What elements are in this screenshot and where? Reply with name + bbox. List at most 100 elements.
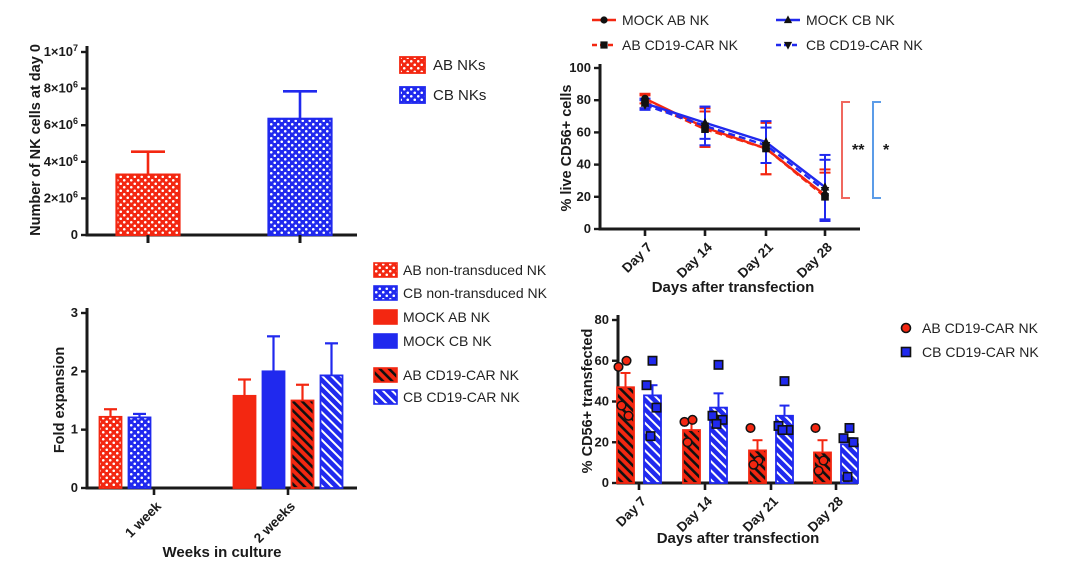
marker-square bbox=[600, 41, 608, 49]
bar bbox=[267, 117, 333, 237]
significance: ** * bbox=[841, 101, 890, 199]
legend-swatch bbox=[373, 367, 398, 383]
x-axis-title: Weeks in culture bbox=[163, 544, 282, 561]
marker-triangle-down bbox=[761, 141, 771, 151]
y-tick-label: 60 bbox=[595, 353, 609, 368]
y-tick-label: 0 bbox=[602, 475, 609, 490]
y-tick-label: 20 bbox=[577, 189, 591, 204]
data-point-square bbox=[711, 418, 722, 429]
data-point-circle bbox=[616, 400, 627, 411]
legend-label: AB CD19-CAR NK bbox=[922, 320, 1039, 336]
legend-swatch bbox=[373, 333, 398, 349]
legend-swatch bbox=[373, 309, 398, 325]
data-point-square bbox=[647, 355, 658, 366]
sig-label: * bbox=[883, 142, 890, 159]
x-tick-label: Day 21 bbox=[735, 239, 777, 281]
data-point-circle bbox=[621, 355, 632, 366]
data-point-square bbox=[842, 471, 853, 482]
x-tick-label: Day 21 bbox=[740, 493, 782, 535]
legend: AB NKs CB NKs bbox=[399, 56, 486, 104]
legend: MOCK AB NK AB CD19-CAR NK MOCK CB NK CB CD1… bbox=[592, 12, 923, 53]
data-point-circle bbox=[682, 437, 693, 448]
y-axis-title: % live CD56+ cells bbox=[559, 85, 575, 212]
x-tick-label: Day 14 bbox=[674, 239, 716, 281]
x-tick-label: Day 28 bbox=[805, 493, 847, 535]
data-point-circle bbox=[748, 459, 759, 470]
y-tick-label: 1×107 bbox=[44, 43, 78, 59]
x-tick-label: 2 weeks bbox=[251, 499, 298, 546]
legend-label: MOCK CB NK bbox=[806, 12, 895, 28]
legend-swatch bbox=[399, 86, 426, 104]
y-tick-label: 100 bbox=[569, 60, 591, 75]
panel-fold-expansion: 0 1 2 3 1 week 2 weeks Fold expansion Weeks in … bbox=[52, 262, 548, 561]
legend-label: AB CD19-CAR NK bbox=[403, 367, 520, 383]
data-point-square bbox=[779, 376, 790, 387]
y-axis-title: % CD56+ transfected bbox=[580, 329, 596, 474]
y-tick-label: 0 bbox=[584, 221, 591, 236]
y-tick-label: 0 bbox=[71, 227, 78, 242]
x-tick-label: Day 14 bbox=[674, 493, 716, 535]
sig-label: ** bbox=[852, 142, 865, 159]
marker-circle bbox=[600, 16, 608, 24]
bar bbox=[232, 394, 257, 489]
legend-label: AB non-transduced NK bbox=[403, 262, 547, 278]
data-point-circle bbox=[810, 422, 821, 434]
marker-triangle-down bbox=[783, 41, 793, 50]
x-tick-label: Day 28 bbox=[794, 239, 836, 281]
data-point-circle bbox=[745, 422, 756, 434]
data-point-circle bbox=[813, 465, 824, 476]
legend: AB CD19-CAR NK CB CD19-CAR NK bbox=[900, 320, 1039, 360]
marker-triangle-down bbox=[640, 101, 650, 110]
y-axis-title: Number of NK cells at day 0 bbox=[28, 44, 44, 236]
data-point-square bbox=[641, 380, 652, 391]
legend-marker-square bbox=[900, 346, 912, 358]
legend-label: MOCK CB NK bbox=[403, 333, 492, 349]
legend-label: AB NKs bbox=[433, 57, 486, 74]
legend-swatch bbox=[373, 262, 398, 278]
panel-live-cd56: 0 20 40 60 80 100 Day 7 Day 14 Day 21 Day 28 % liv… bbox=[559, 12, 923, 296]
marker-triangle-up bbox=[783, 15, 793, 24]
y-tick-label: 80 bbox=[577, 92, 591, 107]
legend-swatch bbox=[399, 56, 426, 74]
x-tick-label: Day 7 bbox=[619, 240, 655, 276]
data-point-square bbox=[848, 437, 859, 448]
y-tick-label: 2×106 bbox=[44, 189, 78, 205]
data-point-circle bbox=[623, 410, 634, 421]
sig-bracket bbox=[841, 101, 850, 199]
bar bbox=[319, 374, 344, 489]
y-tick-label: 8×106 bbox=[44, 80, 78, 96]
legend-marker-circle bbox=[900, 322, 912, 334]
x-axis-title: Days after transfection bbox=[657, 530, 820, 547]
y-tick-label: 3 bbox=[71, 305, 78, 320]
series-line bbox=[644, 103, 826, 192]
legend-label: CB CD19-CAR NK bbox=[922, 344, 1039, 360]
legend-swatch bbox=[373, 389, 398, 405]
legend-label: CB non-transduced NK bbox=[403, 285, 548, 301]
legend-label: AB CD19-CAR NK bbox=[622, 37, 739, 53]
data-point-circle bbox=[818, 455, 829, 466]
bar bbox=[290, 399, 315, 489]
data-point-square bbox=[645, 431, 656, 442]
x-tick-label: Day 7 bbox=[613, 494, 649, 530]
y-tick-label: 40 bbox=[577, 157, 591, 172]
y-tick-label: 6×106 bbox=[44, 116, 78, 132]
bar bbox=[127, 416, 152, 489]
marker-triangle-down bbox=[820, 187, 830, 196]
y-tick-label: 40 bbox=[595, 394, 609, 409]
data-point-square bbox=[838, 433, 849, 444]
data-point-square bbox=[777, 425, 788, 436]
legend-label: CB CD19-CAR NK bbox=[806, 37, 923, 53]
data-point-circle bbox=[679, 416, 690, 427]
legend-label: CB CD19-CAR NK bbox=[403, 389, 520, 405]
legend-swatch bbox=[373, 285, 398, 301]
y-tick-label: 1 bbox=[71, 422, 78, 437]
data-point-circle bbox=[687, 414, 698, 425]
marker-square bbox=[821, 193, 829, 201]
data-point-circle bbox=[613, 361, 624, 372]
y-tick-label: 20 bbox=[595, 434, 609, 449]
y-tick-label: 2 bbox=[71, 363, 78, 378]
data-point-square bbox=[713, 359, 724, 370]
